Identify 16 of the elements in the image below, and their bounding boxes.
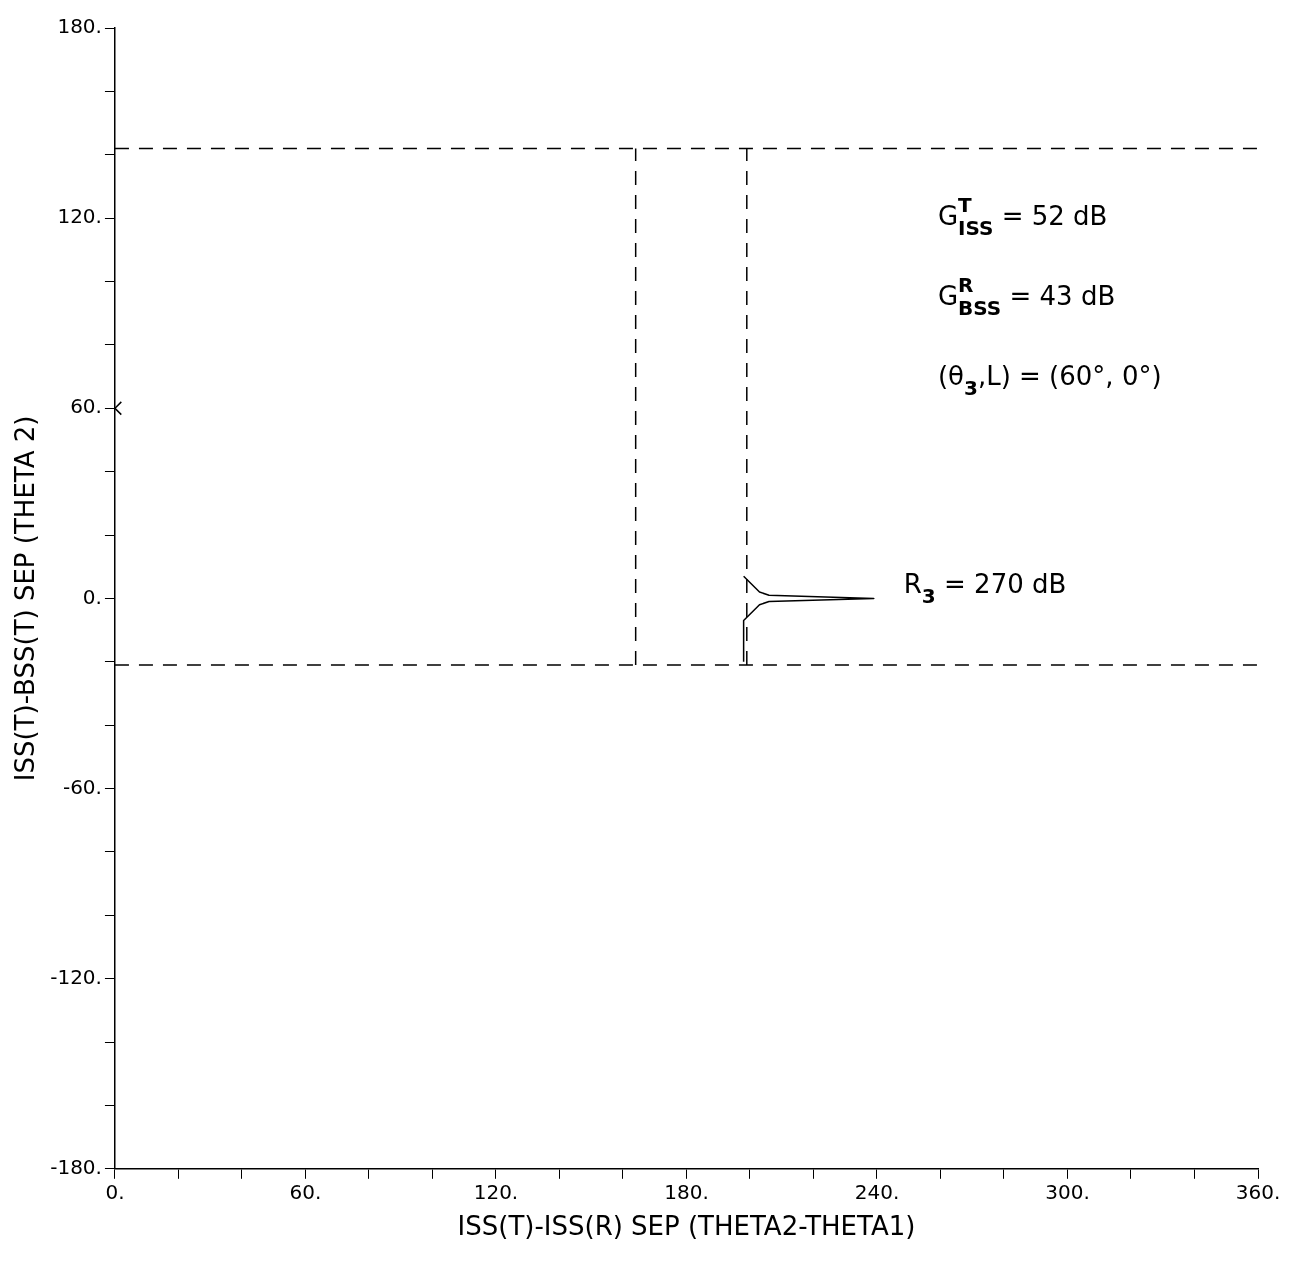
x-tick-label: 60.	[289, 1180, 322, 1204]
x-tick-label: 0.	[105, 1180, 125, 1204]
y-axis-title: ISS(T)-BSS(T) SEP (THETA 2)	[10, 415, 41, 782]
x-tick-label: 180.	[664, 1180, 709, 1204]
y-tick-label: 0.	[82, 584, 102, 609]
y-tick-label: -180.	[50, 1155, 102, 1179]
y-tick-label: -120.	[50, 964, 102, 989]
x-tick-label: 120.	[473, 1180, 519, 1204]
y-tick-label: 60.	[70, 394, 102, 419]
x-tick-label: 360.	[1235, 1180, 1281, 1204]
y-tick-label: 180.	[57, 14, 102, 39]
x-tick-label: 240.	[854, 1180, 900, 1204]
y-tick-label: 120.	[57, 204, 102, 229]
x-axis-title: ISS(T)-ISS(R) SEP (THETA2-THETA1)	[457, 1211, 916, 1242]
y-tick-label: -60.	[62, 774, 102, 799]
x-tick-label: 300.	[1045, 1180, 1090, 1204]
